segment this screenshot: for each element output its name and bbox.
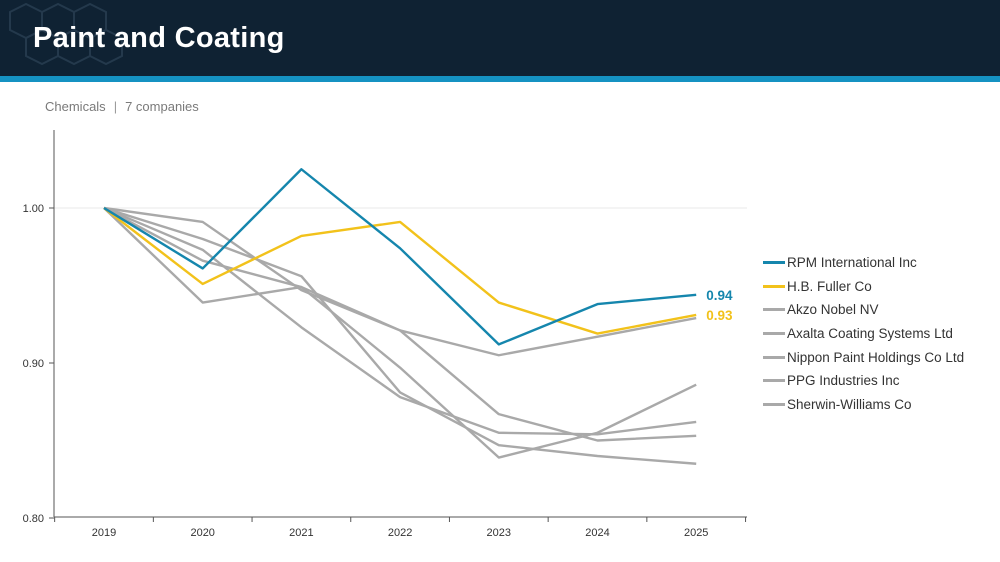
y-tick-label: 0.80	[23, 513, 44, 525]
legend-swatch	[763, 308, 785, 312]
series-line-nippon-paint-holdings-co-ltd	[103, 206, 697, 465]
legend-swatch	[763, 284, 785, 288]
series-line-rpm-international-inc	[103, 168, 697, 346]
legend-item: Akzo Nobel NV	[763, 298, 964, 322]
series-line-ppg-industries-inc	[103, 206, 697, 436]
legend-swatch	[763, 379, 785, 383]
company-count: 7 companies	[125, 99, 199, 114]
y-tick-label: 1.00	[23, 203, 44, 215]
sector-label: Chemicals	[45, 99, 106, 114]
x-tick-label: 2023	[487, 527, 511, 539]
x-tick-label: 2021	[289, 527, 313, 539]
series-line-h-b-fuller-co	[103, 207, 697, 335]
x-tick-label: 2019	[92, 527, 116, 539]
y-tick-label: 0.90	[23, 358, 44, 370]
legend-label: H.B. Fuller Co	[787, 278, 872, 294]
x-tick-label: 2022	[388, 527, 412, 539]
x-tick-label: 2024	[585, 527, 609, 539]
end-value-label: 0.93	[706, 308, 733, 323]
legend-label: Axalta Coating Systems Ltd	[787, 326, 953, 342]
hexagon-pattern-icon	[9, 2, 123, 66]
legend-item: PPG Industries Inc	[763, 369, 964, 393]
legend-swatch	[763, 332, 785, 336]
series-line-axalta-coating-systems-ltd	[103, 207, 697, 459]
legend-item: Nippon Paint Holdings Co Ltd	[763, 345, 964, 369]
x-tick-label: 2020	[190, 527, 214, 539]
legend-swatch	[763, 355, 785, 359]
series-line-akzo-nobel-nv	[103, 206, 697, 357]
legend-label: RPM International Inc	[787, 255, 917, 271]
legend-label: Nippon Paint Holdings Co Ltd	[787, 349, 965, 365]
chart-legend: RPM International Inc H.B. Fuller Co Akzo …	[763, 251, 964, 416]
legend-label: Akzo Nobel NV	[787, 302, 879, 318]
legend-item: Sherwin-Williams Co	[763, 393, 964, 417]
legend-item: Axalta Coating Systems Ltd	[763, 322, 964, 346]
subtitle-separator: |	[113, 99, 118, 114]
subtitle: Chemicals | 7 companies	[45, 99, 199, 114]
legend-swatch	[763, 402, 785, 406]
legend-label: PPG Industries Inc	[787, 373, 900, 389]
end-value-label: 0.94	[706, 288, 733, 303]
page-title: Paint and Coating	[33, 22, 285, 54]
header-banner: Paint and Coating	[0, 0, 1000, 76]
x-tick-label: 2025	[684, 527, 708, 539]
legend-swatch	[763, 261, 785, 265]
series-line-sherwin-williams-co	[103, 206, 697, 442]
legend-item: H.B. Fuller Co	[763, 275, 964, 299]
accent-bar	[0, 76, 1000, 82]
legend-label: Sherwin-Williams Co	[787, 396, 912, 412]
legend-item: RPM International Inc	[763, 251, 964, 275]
